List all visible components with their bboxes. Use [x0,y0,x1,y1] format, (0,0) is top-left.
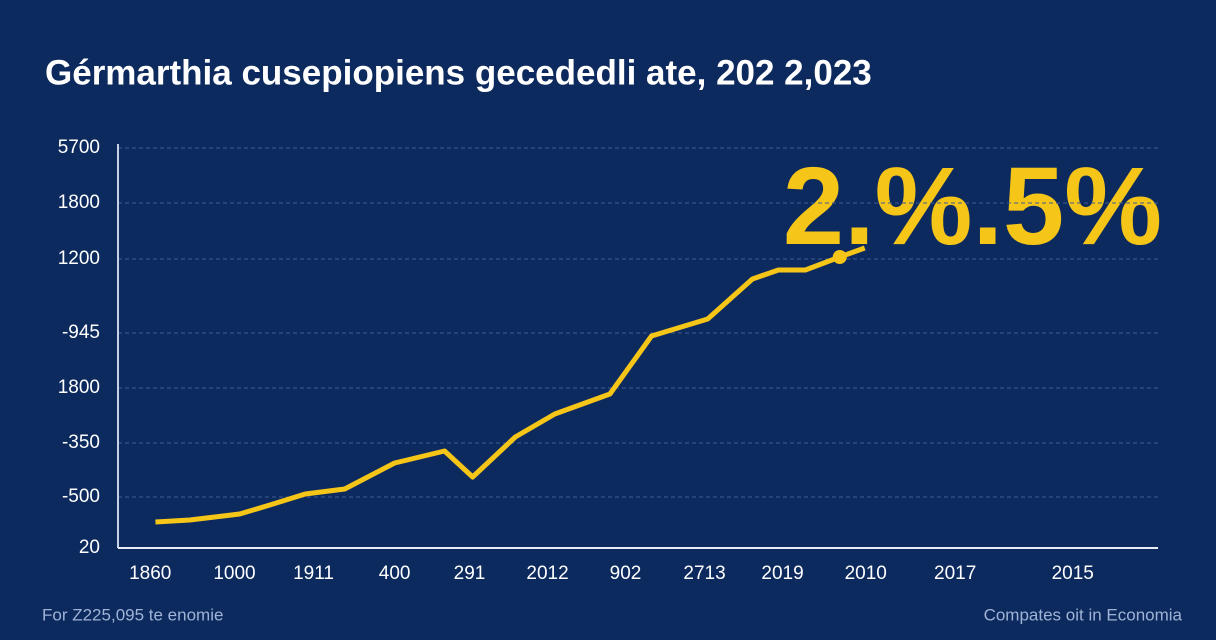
x-tick-label: 2019 [761,563,803,584]
footer-left: For Z225,095 te enomie [42,605,223,624]
annotation: 2.%.5% [783,145,1162,268]
x-tick-label: 2015 [1052,563,1094,584]
y-tick-label: 1800 [58,377,100,398]
x-tick-label: 291 [454,563,486,584]
y-tick-label: 5700 [58,137,100,158]
x-tick-label: 902 [610,563,642,584]
y-tick-label: 1200 [58,248,100,269]
y-tick-label: -500 [62,486,100,507]
x-tick-label: 2017 [934,563,976,584]
x-tick-label: 1911 [293,563,334,584]
highlight-point [832,250,847,264]
y-tick-label: -350 [62,432,100,453]
x-tick-label: 2010 [845,563,887,584]
y-tick-label: 1800 [58,192,100,213]
x-tick-label: 2713 [683,563,725,584]
x-tick-label: 1000 [213,563,255,584]
data-line [155,245,866,525]
x-tick-label: 400 [379,563,411,584]
x-tick-label: 2012 [526,563,568,584]
chart-title: Gérmarthia cusepiopiens gecededli ate, 2… [45,53,872,92]
footer-right: Compates oit in Economia [984,605,1183,624]
y-tick-label: 20 [79,537,100,558]
x-tick-label: 1860 [129,563,171,584]
y-tick-label: -945 [62,322,100,343]
